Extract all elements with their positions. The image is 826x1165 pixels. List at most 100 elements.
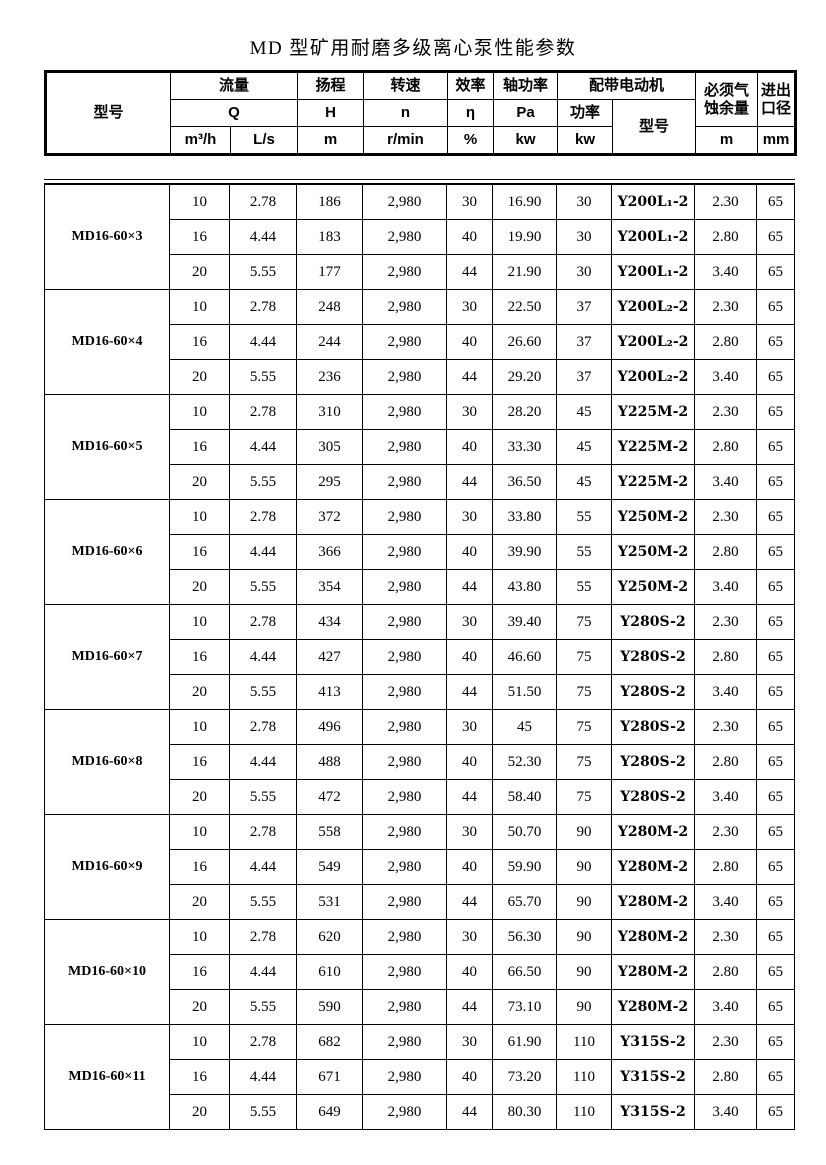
table-row: 16 4.44 549 2,980 40 59.90 90 Y280M-2 2.80 65: [45, 849, 795, 885]
speed-cell: 2,980: [362, 534, 447, 570]
speed-cell: 2,980: [362, 639, 447, 675]
table-row: MD16-60×8 10 2.78 496 2,980 30 45 75 Y280S-2 2.30…: [44, 709, 795, 815]
shaft-power-cell: 33.80: [492, 499, 557, 535]
header-efficiency-symbol: η: [447, 99, 495, 127]
flow-m3h-cell: 10: [169, 709, 230, 745]
head-cell: 244: [296, 324, 363, 360]
flow-m3h-cell: 10: [169, 604, 230, 640]
motor-model-cell: Y250M-2: [611, 499, 695, 535]
speed-cell: 2,980: [362, 429, 447, 465]
flow-ls-cell: 2.78: [229, 604, 297, 640]
head-cell: 183: [296, 219, 363, 255]
head-cell: 295: [296, 464, 363, 500]
flow-ls-cell: 5.55: [229, 1094, 297, 1130]
table-row: MD16-60×11 10 2.78 682 2,980 30 61.90 110 Y315S-…: [44, 1024, 795, 1130]
head-cell: 620: [296, 919, 363, 955]
motor-model-cell: Y280S-2: [611, 744, 695, 780]
motor-power-cell: 45: [556, 394, 612, 430]
flow-m3h-cell: 16: [169, 744, 230, 780]
table-row: 20 5.55 531 2,980 44 65.70 90 Y280M-2 3.40 65: [45, 884, 795, 920]
flow-ls-cell: 4.44: [229, 849, 297, 885]
flow-m3h-cell: 20: [169, 569, 230, 605]
motor-power-cell: 75: [556, 604, 612, 640]
header-efficiency-unit: %: [447, 126, 495, 155]
efficiency-cell: 30: [446, 289, 493, 325]
port-cell: 65: [756, 324, 795, 360]
efficiency-cell: 30: [446, 814, 493, 850]
flow-m3h-cell: 20: [169, 1094, 230, 1130]
head-cell: 558: [296, 814, 363, 850]
speed-cell: 2,980: [362, 464, 447, 500]
port-cell: 65: [756, 919, 795, 955]
flow-m3h-cell: 16: [169, 639, 230, 675]
motor-power-cell: 37: [556, 289, 612, 325]
motor-power-cell: 45: [556, 429, 612, 465]
motor-power-cell: 30: [556, 183, 612, 220]
table-row: 20 5.55 354 2,980 44 43.80 55 Y250M-2 3.40 65: [45, 569, 795, 605]
flow-m3h-cell: 10: [169, 183, 230, 220]
speed-cell: 2,980: [362, 219, 447, 255]
speed-cell: 2,980: [362, 884, 447, 920]
npsh-cell: 2.80: [694, 219, 757, 255]
efficiency-cell: 44: [446, 254, 493, 290]
shaft-power-cell: 26.60: [492, 324, 557, 360]
port-cell: 65: [756, 744, 795, 780]
pump-model-cell: MD16-60×3: [44, 183, 170, 290]
shaft-power-cell: 36.50: [492, 464, 557, 500]
table-row: 16 4.44 610 2,980 40 66.50 90 Y280M-2 2.80 65: [45, 954, 795, 990]
flow-m3h-cell: 20: [169, 674, 230, 710]
port-cell: 65: [756, 639, 795, 675]
flow-m3h-cell: 16: [169, 429, 230, 465]
speed-cell: 2,980: [362, 674, 447, 710]
table-row: 20 5.55 413 2,980 44 51.50 75 Y280S-2 3.40 65: [45, 674, 795, 710]
motor-model-cell: Y280S-2: [611, 639, 695, 675]
header-head-symbol: H: [297, 99, 365, 127]
motor-model-cell: Y315S-2: [611, 1059, 695, 1095]
spec-header-table: 型号 流量 扬程 转速 效率 轴功率 配带电动机 必须气 蚀余量 进出 口径 Q…: [44, 70, 798, 156]
npsh-cell: 2.80: [694, 639, 757, 675]
motor-model-cell: Y225M-2: [611, 429, 695, 465]
npsh-cell: 3.40: [694, 674, 757, 710]
flow-m3h-cell: 16: [169, 219, 230, 255]
port-cell: 65: [756, 779, 795, 815]
motor-model-cell: Y200L₁-2: [611, 219, 695, 255]
table-row: MD16-60×3 10 2.78 186 2,980 30 16.90 30 Y200L₁-2…: [44, 183, 795, 290]
motor-power-cell: 37: [556, 324, 612, 360]
flow-m3h-cell: 16: [169, 324, 230, 360]
flow-ls-cell: 5.55: [229, 674, 297, 710]
motor-model-cell: Y280M-2: [611, 849, 695, 885]
shaft-power-cell: 33.30: [492, 429, 557, 465]
motor-power-cell: 55: [556, 534, 612, 570]
speed-cell: 2,980: [362, 569, 447, 605]
port-cell: 65: [756, 394, 795, 430]
motor-model-cell: Y280M-2: [611, 954, 695, 990]
motor-power-cell: 55: [556, 569, 612, 605]
port-cell: 65: [756, 464, 795, 500]
header-npsh-label: 必须气 蚀余量: [695, 71, 759, 127]
shaft-power-cell: 16.90: [492, 183, 557, 220]
port-cell: 65: [756, 884, 795, 920]
port-cell: 65: [756, 1094, 795, 1130]
shaft-power-cell: 21.90: [492, 254, 557, 290]
motor-model-cell: Y280M-2: [611, 884, 695, 920]
efficiency-cell: 44: [446, 464, 493, 500]
motor-power-cell: 75: [556, 639, 612, 675]
port-cell: 65: [756, 814, 795, 850]
shaft-power-cell: 39.40: [492, 604, 557, 640]
efficiency-cell: 40: [446, 744, 493, 780]
flow-ls-cell: 5.55: [229, 359, 297, 395]
motor-power-cell: 90: [556, 814, 612, 850]
speed-cell: 2,980: [362, 709, 447, 745]
shaft-power-cell: 56.30: [492, 919, 557, 955]
shaft-power-cell: 45: [492, 709, 557, 745]
flow-m3h-cell: 20: [169, 884, 230, 920]
efficiency-cell: 40: [446, 1059, 493, 1095]
port-cell: 65: [756, 254, 795, 290]
flow-ls-cell: 2.78: [229, 919, 297, 955]
motor-model-cell: Y250M-2: [611, 534, 695, 570]
shaft-power-cell: 39.90: [492, 534, 557, 570]
flow-ls-cell: 5.55: [229, 779, 297, 815]
efficiency-cell: 44: [446, 1094, 493, 1130]
npsh-cell: 3.40: [694, 464, 757, 500]
header-npsh-unit: m: [695, 126, 759, 155]
